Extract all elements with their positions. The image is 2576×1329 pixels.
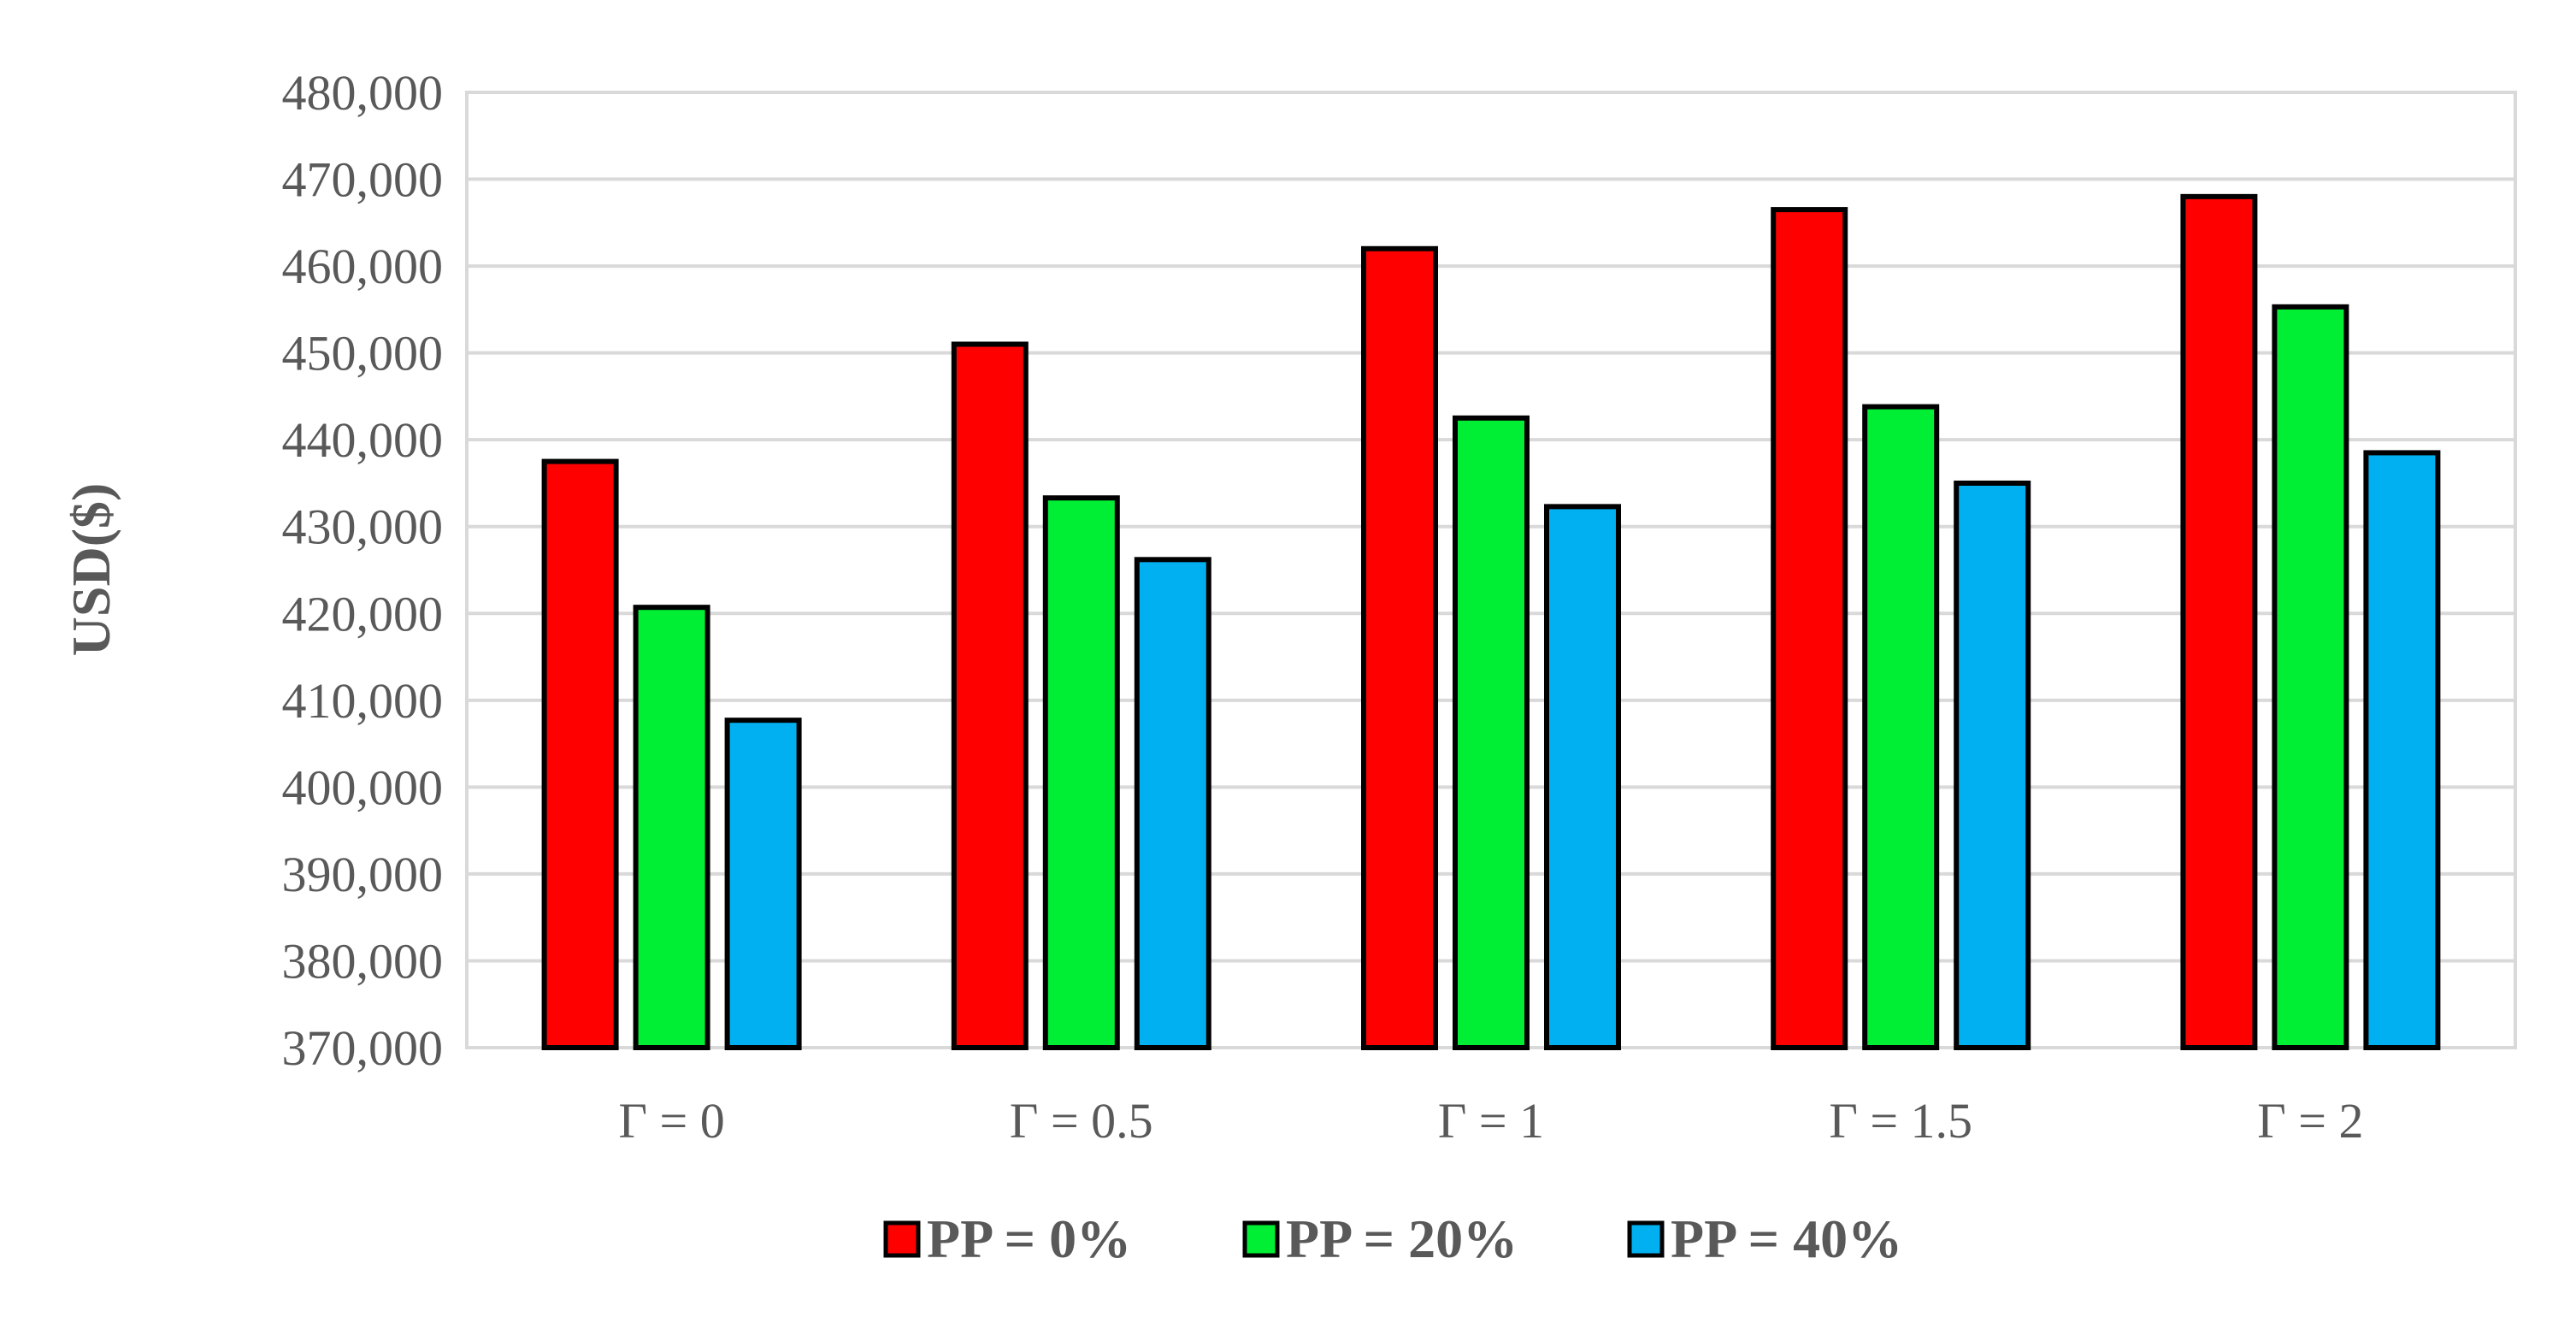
legend-label: PP = 40%: [1671, 1208, 1902, 1269]
bar: [1042, 495, 1120, 1050]
x-tick-label: Γ = 2: [2257, 1093, 2363, 1149]
y-tick-label: 380,000: [282, 933, 444, 989]
y-tick-label: 370,000: [282, 1020, 444, 1076]
y-tick-label: 410,000: [282, 673, 444, 729]
y-tick-label: 420,000: [282, 586, 444, 641]
y-tick-label: 480,000: [282, 65, 444, 121]
bar: [541, 458, 619, 1050]
y-tick-label: 450,000: [282, 326, 444, 381]
x-tick-label: Γ = 0.5: [1010, 1093, 1153, 1149]
legend-swatch: [1627, 1220, 1665, 1258]
y-axis-ticks: 370,000 380,000 390,000 400,000 410,000 420,0…: [282, 65, 444, 1076]
y-tick-label: 460,000: [282, 239, 444, 294]
y-tick-label: 470,000: [282, 152, 444, 208]
bar: [1954, 480, 2031, 1050]
bar: [633, 605, 710, 1050]
bar: [951, 341, 1029, 1050]
y-tick-label: 430,000: [282, 499, 444, 555]
bar: [724, 718, 802, 1050]
bar: [2363, 450, 2441, 1050]
y-tick-label: 440,000: [282, 412, 444, 468]
bar: [2272, 304, 2349, 1050]
legend-label: PP = 20%: [1286, 1208, 1518, 1269]
y-tick-label: 390,000: [282, 847, 444, 902]
bar: [1771, 207, 1848, 1050]
bars: [541, 193, 2441, 1051]
bar: [1544, 504, 1621, 1050]
bar: [1862, 404, 1940, 1050]
x-tick-label: Γ = 1: [1438, 1093, 1544, 1149]
legend-label: PP = 0%: [927, 1208, 1131, 1269]
x-tick-label: Γ = 1.5: [1829, 1093, 1972, 1149]
y-axis-label: USD($): [61, 483, 121, 657]
bar: [1453, 415, 1530, 1050]
bar: [2180, 193, 2258, 1050]
x-tick-label: Γ = 0: [618, 1093, 724, 1149]
legend: PP = 0% PP = 20% PP = 40%: [883, 1208, 1902, 1269]
bar: [1134, 557, 1211, 1050]
x-axis-ticks: Γ = 0 Γ = 0.5 Γ = 1 Γ = 1.5 Γ = 2: [618, 1093, 2363, 1149]
legend-swatch: [883, 1220, 921, 1258]
bar: [1361, 245, 1438, 1051]
y-tick-label: 400,000: [282, 759, 444, 815]
legend-swatch: [1242, 1220, 1280, 1258]
